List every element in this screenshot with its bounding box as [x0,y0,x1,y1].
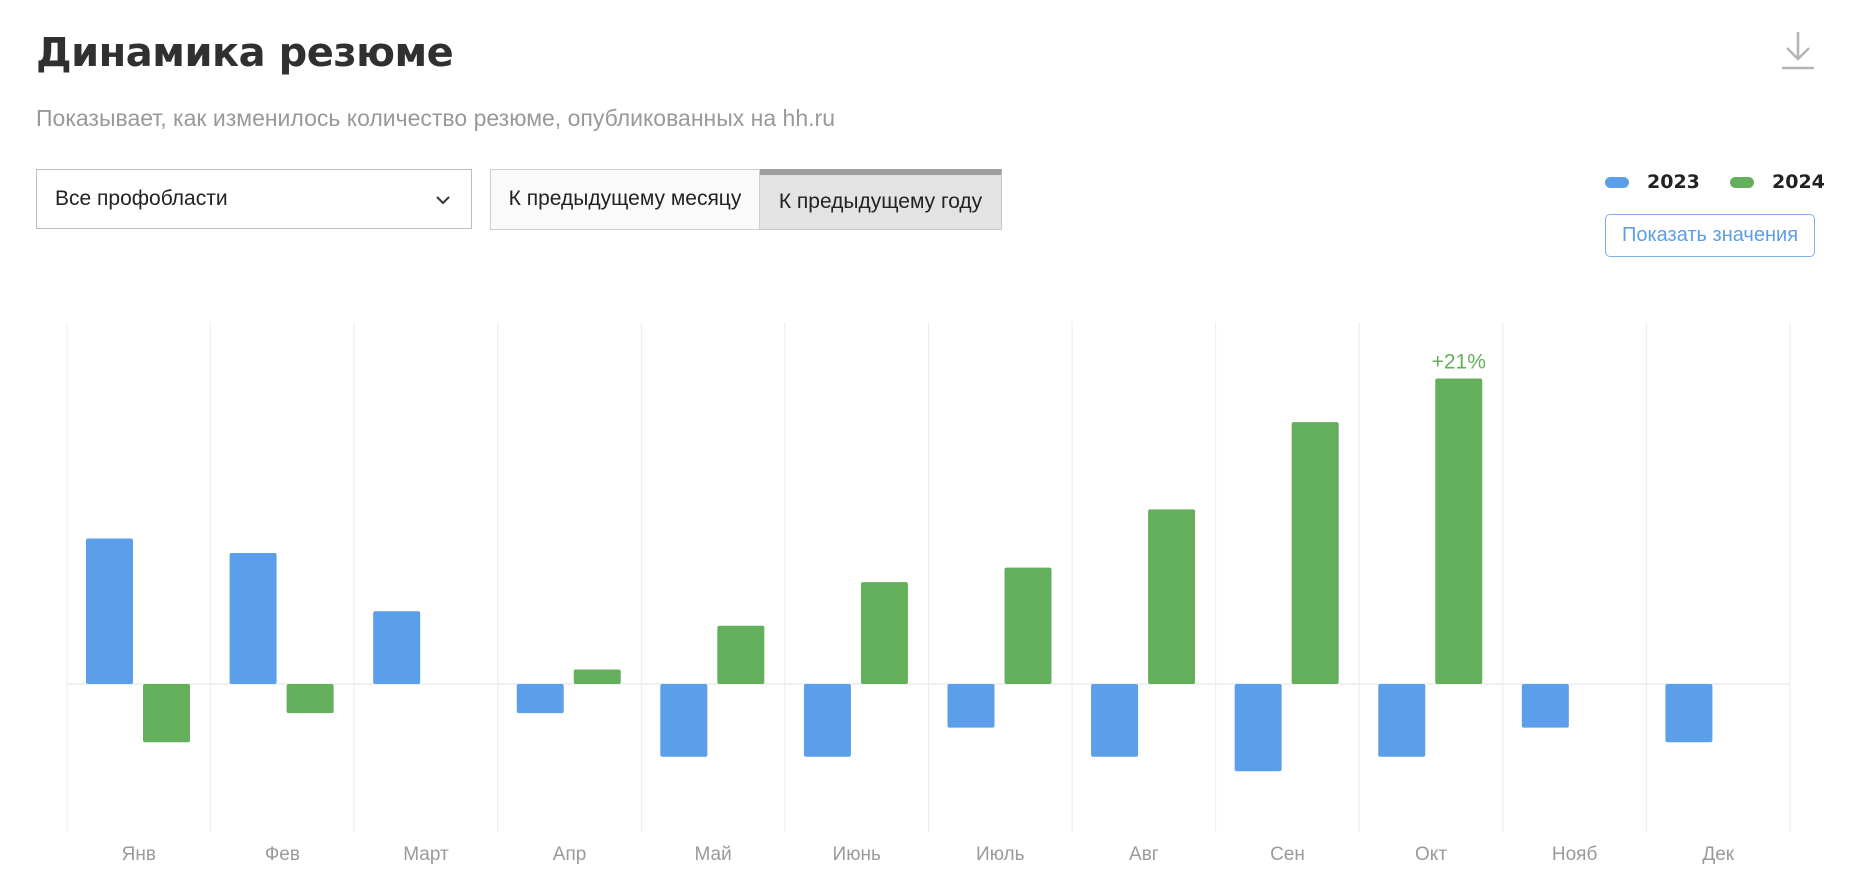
bar-2023-Фев [229,553,277,684]
comparison-toggle: К предыдущему месяцу К предыдущему году [490,169,1002,230]
x-tick-label: Апр [553,844,587,865]
x-tick-label: Март [403,844,449,865]
bar-2024-Окт [1435,378,1483,684]
x-tick-label: Сен [1270,844,1305,865]
bar-2024-Май [717,625,765,684]
legend-label-2023: 2023 [1647,171,1700,193]
compare-previous-year-button[interactable]: К предыдущему году [760,169,1002,230]
compare-previous-month-button[interactable]: К предыдущему месяцу [490,169,760,230]
chart-legend: 2023 2024 [1605,171,1825,201]
bar-2024-Янв [143,684,190,743]
page-title: Динамика резюме [36,30,454,76]
x-tick-label: Янв [122,844,156,865]
legend-item-2023[interactable]: 2023 [1605,171,1700,193]
profarea-select[interactable]: Все профобласти [36,169,472,229]
show-values-button[interactable]: Показать значения [1605,214,1815,257]
bar-2024-Июнь [860,582,908,684]
bar-2023-Нояб [1521,684,1569,728]
profarea-select-value: Все профобласти [55,187,228,210]
x-tick-label: Дек [1702,844,1734,865]
bar-2024-Фев [286,684,334,714]
bar-2023-Июль [947,684,995,728]
bar-2023-Май [660,684,708,757]
x-tick-label: Фев [265,844,300,865]
x-tick-label: Нояб [1552,844,1598,865]
x-tick-label: Июнь [833,844,881,865]
bar-2024-Апр [573,669,621,684]
chevron-down-icon [435,187,451,211]
bar-2023-Окт [1378,684,1426,757]
legend-swatch-2024 [1730,176,1754,188]
bar-2023-Авг [1091,684,1139,757]
download-icon[interactable] [1780,30,1816,72]
bar-2024-Авг [1148,509,1196,684]
page-subtitle: Показывает, как изменилось количество ре… [36,105,835,131]
bar-2023-Март [373,611,421,684]
x-tick-label: Июль [976,844,1025,865]
bar-2024-Сен [1291,422,1339,684]
x-tick-label: Окт [1415,844,1447,865]
x-tick-label: Май [695,844,732,865]
legend-label-2024: 2024 [1772,171,1825,193]
legend-item-2024[interactable]: 2024 [1730,171,1825,193]
bar-2023-Апр [516,684,564,714]
x-tick-label: Авг [1129,844,1159,865]
bar-2024-Июль [1004,567,1052,684]
bar-2023-Янв [86,538,133,684]
bar-2023-Сен [1234,684,1282,772]
legend-swatch-2023 [1605,176,1629,188]
bar-2023-Дек [1665,684,1713,743]
data-label: +21% [1432,350,1486,373]
bar-2023-Июнь [803,684,851,757]
